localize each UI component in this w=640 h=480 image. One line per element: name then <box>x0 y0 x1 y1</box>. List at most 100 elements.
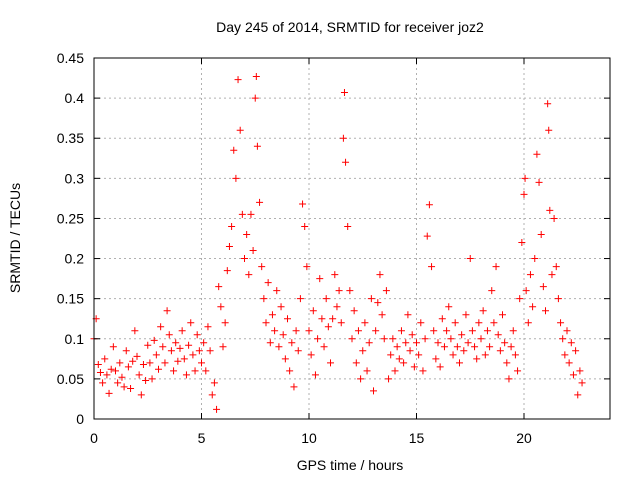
data-point <box>494 331 502 339</box>
data-point <box>488 287 496 295</box>
data-point <box>492 263 500 271</box>
data-point <box>142 376 150 384</box>
data-point <box>350 307 358 315</box>
data-point <box>230 146 238 154</box>
data-point <box>299 200 307 208</box>
data-point <box>118 373 126 381</box>
data-point <box>127 385 135 393</box>
data-point <box>339 134 347 142</box>
data-point <box>503 359 511 367</box>
data-points <box>90 72 586 413</box>
data-point <box>357 375 365 383</box>
data-point <box>490 319 498 327</box>
data-point <box>395 355 403 363</box>
data-point <box>333 303 341 311</box>
data-point <box>204 323 212 331</box>
data-point <box>408 331 416 339</box>
data-point <box>264 279 272 287</box>
data-point <box>307 351 315 359</box>
data-point <box>170 367 178 375</box>
data-point <box>393 343 401 351</box>
data-point <box>94 360 102 368</box>
data-point <box>228 222 236 230</box>
y-tick-label: 0.25 <box>57 210 84 226</box>
data-point <box>139 360 147 368</box>
data-point <box>572 347 580 355</box>
data-point <box>327 359 334 367</box>
data-point <box>423 232 431 240</box>
data-point <box>105 389 113 397</box>
data-point <box>361 319 369 327</box>
data-point <box>191 367 199 375</box>
data-point <box>404 311 412 319</box>
data-point <box>210 379 218 387</box>
data-point <box>509 327 517 335</box>
data-point <box>518 239 526 247</box>
data-point <box>109 343 117 351</box>
data-point <box>382 287 390 295</box>
data-point <box>389 335 397 343</box>
data-point <box>167 347 175 355</box>
data-point <box>286 367 294 375</box>
data-point <box>133 352 141 360</box>
data-point <box>112 367 119 375</box>
data-point <box>243 230 251 238</box>
data-point <box>137 391 145 399</box>
data-point <box>545 126 553 134</box>
data-point <box>522 287 530 295</box>
data-point <box>380 335 388 343</box>
data-point <box>367 295 375 303</box>
data-point <box>236 126 244 134</box>
data-point <box>187 319 195 327</box>
data-point <box>352 359 360 367</box>
x-axis-label: GPS time / hours <box>297 457 404 473</box>
data-point <box>359 347 367 355</box>
data-point <box>462 311 470 319</box>
data-point <box>567 339 575 347</box>
y-tick-labels: 0 0.05 0.1 0.15 0.2 0.25 0.3 0.35 0.4 0.45 <box>57 50 84 427</box>
plot-frame <box>93 57 611 420</box>
data-point <box>542 307 549 315</box>
data-point <box>120 383 128 391</box>
data-point <box>374 299 382 307</box>
data-point <box>277 303 285 311</box>
data-point <box>449 351 457 359</box>
data-point <box>107 365 115 373</box>
data-point <box>550 214 558 222</box>
y-tick-label: 0 <box>76 411 84 427</box>
data-point <box>417 319 425 327</box>
data-point <box>397 327 405 335</box>
data-point <box>318 315 326 323</box>
data-point <box>425 201 433 209</box>
data-point <box>501 339 509 347</box>
data-point <box>320 343 328 351</box>
data-point <box>152 351 160 359</box>
data-point <box>451 319 459 327</box>
data-point <box>96 368 104 376</box>
x-tick-labels: 0 5 10 15 20 <box>90 430 532 446</box>
data-point <box>434 339 442 347</box>
data-point <box>539 283 547 291</box>
data-point <box>456 359 463 367</box>
data-point <box>273 287 281 295</box>
data-point <box>453 343 461 351</box>
x-tick-label: 15 <box>409 430 425 446</box>
data-point <box>135 371 143 379</box>
data-point <box>225 243 233 251</box>
data-point <box>344 222 352 230</box>
data-point <box>301 222 309 230</box>
data-point <box>103 371 111 379</box>
data-point <box>256 198 264 206</box>
data-point <box>144 341 152 349</box>
data-point <box>458 331 466 339</box>
data-point <box>213 405 221 413</box>
data-point <box>378 311 386 319</box>
data-point <box>253 142 261 150</box>
data-point <box>146 359 154 367</box>
data-point <box>402 339 410 347</box>
data-point <box>468 327 476 335</box>
y-tick-label: 0.4 <box>65 90 85 106</box>
data-point <box>251 94 259 102</box>
data-point <box>305 327 313 335</box>
